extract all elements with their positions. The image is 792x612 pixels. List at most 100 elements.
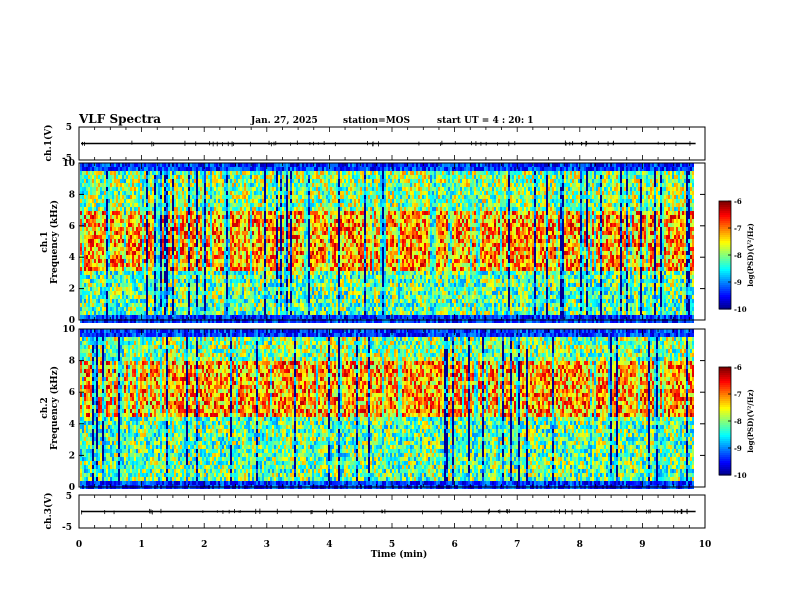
spectrogram-cell <box>224 279 226 283</box>
spectrogram-cell <box>88 267 90 271</box>
spectrogram-cell <box>252 211 254 215</box>
spectrogram-cell <box>294 263 296 267</box>
spectrogram-cell <box>200 319 202 323</box>
spectrogram-cell <box>146 239 148 243</box>
spectrogram-cell <box>210 183 212 187</box>
spectrogram-cell <box>284 199 286 203</box>
spectrogram-cell <box>284 227 286 231</box>
spectrogram-cell <box>286 275 288 279</box>
spectrogram-cell <box>118 279 120 283</box>
spectrogram-cell <box>230 271 232 275</box>
spectrogram-cell <box>294 163 296 167</box>
spectrogram-cell <box>120 247 122 251</box>
spectrogram-cell <box>82 307 84 311</box>
spectrogram-cell <box>272 287 274 291</box>
spectrogram-cell <box>166 255 168 259</box>
spectrogram-cell <box>288 171 290 175</box>
spectrogram-cell <box>270 295 272 299</box>
spectrogram-cell <box>274 187 276 191</box>
spectrogram-cell <box>266 199 268 203</box>
spectrogram-cell <box>186 311 188 315</box>
spectrogram-cell <box>302 167 304 171</box>
spectrogram-cell <box>270 259 272 263</box>
spectrogram-cell <box>190 251 192 255</box>
spectrogram-cell <box>132 267 134 271</box>
spectrogram-cell <box>122 211 124 215</box>
spectrogram-cell <box>166 211 168 215</box>
spectrogram-cell <box>144 163 146 167</box>
spectrogram-cell <box>84 291 86 295</box>
spectrogram-cell <box>108 279 110 283</box>
spectrogram-cell <box>138 211 140 215</box>
spectrogram-cell <box>114 259 116 263</box>
spectrogram-cell <box>282 171 284 175</box>
spectrogram-cell <box>258 303 260 307</box>
spectrogram-cell <box>316 163 318 167</box>
spectrogram-cell <box>146 163 148 167</box>
spectrogram-cell <box>174 295 176 299</box>
spectrogram-cell <box>224 315 226 319</box>
spectrogram-cell <box>248 311 250 315</box>
spectrogram-cell <box>300 255 302 259</box>
spectrogram-cell <box>288 243 290 247</box>
spectrogram-cell <box>198 183 200 187</box>
spectrogram-cell <box>216 307 218 311</box>
spectrogram-cell <box>276 247 278 251</box>
spectrogram-cell <box>320 231 322 235</box>
spectrogram-cell <box>136 179 138 183</box>
spectrogram-cell <box>278 191 280 195</box>
spectrogram-cell <box>224 235 226 239</box>
spectrogram-cell <box>192 263 194 267</box>
spectrogram-cell <box>232 291 234 295</box>
spectrogram-cell <box>98 303 100 307</box>
spectrogram-cell <box>110 183 112 187</box>
spectrogram-cell <box>278 187 280 191</box>
spectrogram-cell <box>264 259 266 263</box>
spectrogram-cell <box>120 171 122 175</box>
spectrogram-cell <box>272 275 274 279</box>
spectrogram-cell <box>120 207 122 211</box>
spectrogram-cell <box>320 235 322 239</box>
spectrogram-cell <box>226 259 228 263</box>
spectrogram-cell <box>184 223 186 227</box>
spectrogram-cell <box>320 223 322 227</box>
spectrogram-cell <box>124 271 126 275</box>
spectrogram-cell <box>306 275 308 279</box>
spectrogram-cell <box>290 319 292 323</box>
spectrogram-cell <box>284 195 286 199</box>
spectrogram-cell <box>296 215 298 219</box>
spectrogram-cell <box>84 295 86 299</box>
spectrogram-cell <box>212 247 214 251</box>
spectrogram-cell <box>296 187 298 191</box>
spectrogram-cell <box>212 303 214 307</box>
spectrogram-cell <box>186 287 188 291</box>
spectrogram-cell <box>228 215 230 219</box>
spectrogram-cell <box>268 215 270 219</box>
spectrogram-cell <box>98 227 100 231</box>
spectrogram-cell <box>286 239 288 243</box>
spectrogram-cell <box>166 191 168 195</box>
spectrogram-cell <box>130 279 132 283</box>
spectrogram-cell <box>220 219 222 223</box>
spectrogram-cell <box>232 283 234 287</box>
spectrogram-cell <box>206 231 208 235</box>
spectrogram-cell <box>118 203 120 207</box>
spectrogram-cell <box>256 171 258 175</box>
spectrogram-cell <box>106 311 108 315</box>
spectrogram-cell <box>164 283 166 287</box>
spectrogram-cell <box>280 199 282 203</box>
spectrogram-cell <box>152 315 154 319</box>
spectrogram-cell <box>276 271 278 275</box>
spectrogram-cell <box>192 211 194 215</box>
spectrogram-cell <box>318 251 320 255</box>
spectrogram-cell <box>194 251 196 255</box>
spectrogram-cell <box>160 259 162 263</box>
spectrogram-cell <box>164 171 166 175</box>
spectrogram-cell <box>140 203 142 207</box>
spectrogram-cell <box>310 215 312 219</box>
spectrogram-cell <box>210 255 212 259</box>
spectrogram-cell <box>126 163 128 167</box>
spectrogram-cell <box>238 187 240 191</box>
spectrogram-cell <box>270 231 272 235</box>
spectrogram-cell <box>150 171 152 175</box>
